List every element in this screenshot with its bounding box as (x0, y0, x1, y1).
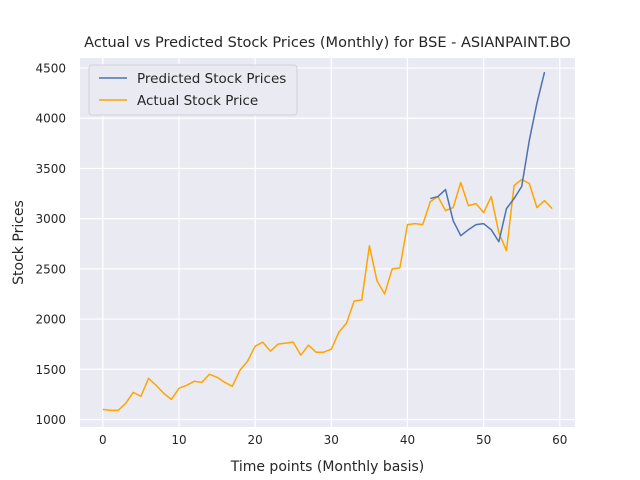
chart-title: Actual vs Predicted Stock Prices (Monthl… (84, 35, 571, 51)
tick-labels: 0 10 20 30 40 50 60 1000 1500 2000 2500 3000 3500 400… (35, 62, 567, 447)
y-tick-label: 1500 (35, 363, 66, 377)
y-axis-label: Stock Prices (11, 200, 27, 285)
x-tick-label: 60 (552, 433, 567, 447)
y-tick-label: 2000 (35, 313, 66, 327)
y-tick-label: 3500 (35, 162, 66, 176)
x-tick-label: 50 (476, 433, 491, 447)
y-tick-label: 4000 (35, 112, 66, 126)
series-line-actual-stock-price (102, 178, 553, 412)
x-tick-label: 40 (400, 433, 415, 447)
x-tick-label: 0 (99, 433, 107, 447)
series-line-predicted-stock-prices (430, 71, 546, 243)
x-tick-label: 10 (171, 433, 186, 447)
grid (80, 58, 575, 427)
x-tick-label: 20 (248, 433, 263, 447)
y-tick-label: 2500 (35, 262, 66, 276)
legend: Predicted Stock Prices Actual Stock Price (88, 64, 298, 116)
plot-area (80, 58, 575, 427)
legend-label-actual-stock-price: Actual Stock Price (137, 93, 258, 109)
y-tick-label: 4500 (35, 62, 66, 76)
legend-label-predicted-stock-prices: Predicted Stock Prices (137, 71, 286, 87)
y-tick-label: 1000 (35, 413, 66, 427)
x-axis-label: Time points (Monthly basis) (230, 459, 425, 475)
y-tick-label: 3000 (35, 212, 66, 226)
x-tick-label: 30 (324, 433, 339, 447)
legend-box (88, 64, 298, 116)
series-lines (102, 71, 553, 412)
